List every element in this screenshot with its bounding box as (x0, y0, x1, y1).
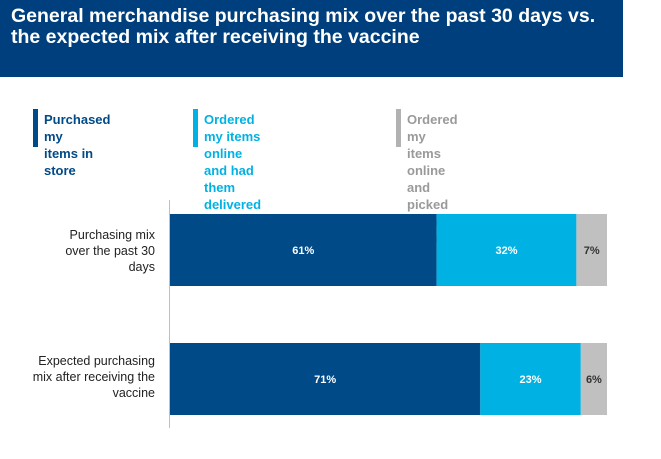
legend-swatch-pickup (396, 109, 401, 147)
data-label-cat0-series0: 61% (292, 245, 314, 257)
data-label-cat1-series0: 71% (314, 374, 336, 386)
bar-segment-cat1-series1 (480, 343, 581, 415)
bar-segment-cat1-series2 (580, 343, 607, 415)
data-label-cat0-series2: 7% (584, 245, 600, 257)
data-label-cat0-series1: 32% (495, 245, 517, 257)
legend-swatch-in-store (33, 109, 38, 147)
category-label-after-vaccine: Expected purchasing mix after receiving … (32, 354, 155, 400)
category-label-past-30-days: Purchasing mix over the past 30 days (65, 228, 155, 274)
bar-segment-cat0-series0 (170, 214, 437, 286)
legend-label-delivered: Ordered my items online and had them del… (204, 112, 262, 212)
chart-title: General merchandise purchasing mix over … (11, 5, 596, 48)
bar-segment-cat0-series1 (436, 214, 577, 286)
data-label-cat1-series2: 6% (586, 374, 602, 386)
bar-segment-cat1-series0 (170, 343, 481, 415)
bar-segment-cat0-series2 (576, 214, 607, 286)
title-bar: General merchandise purchasing mix over … (0, 0, 623, 77)
legend-swatch-delivered (193, 109, 198, 147)
bars-group: 61% 32% 7% 71% 23% 6% (170, 214, 607, 415)
data-label-cat1-series1: 23% (519, 374, 541, 386)
legend-label-in-store: Purchased my items in store (44, 112, 111, 178)
